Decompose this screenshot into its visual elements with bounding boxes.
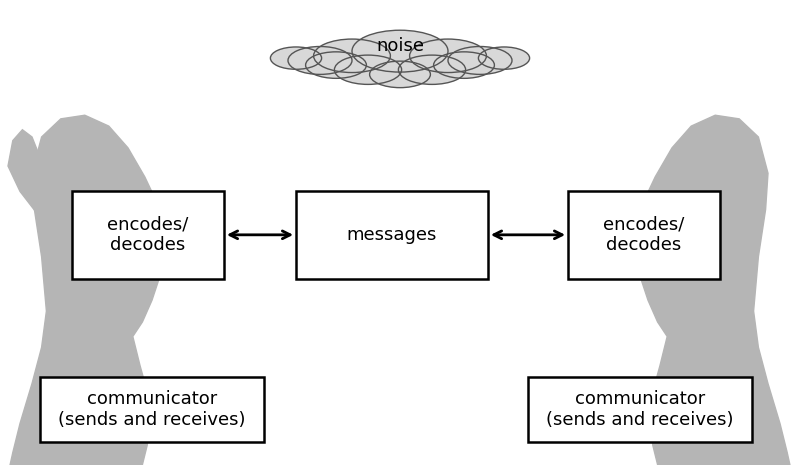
- FancyBboxPatch shape: [568, 191, 720, 279]
- Ellipse shape: [478, 47, 530, 69]
- Polygon shape: [629, 115, 792, 465]
- Text: messages: messages: [347, 226, 437, 244]
- Ellipse shape: [448, 46, 512, 74]
- Ellipse shape: [334, 55, 402, 85]
- Text: noise: noise: [376, 37, 424, 54]
- Text: encodes/
decodes: encodes/ decodes: [603, 215, 685, 254]
- FancyBboxPatch shape: [528, 377, 752, 442]
- Text: communicator
(sends and receives): communicator (sends and receives): [546, 390, 734, 429]
- Ellipse shape: [410, 39, 486, 73]
- Ellipse shape: [398, 55, 466, 85]
- FancyBboxPatch shape: [296, 191, 488, 279]
- Ellipse shape: [270, 47, 322, 69]
- Polygon shape: [8, 130, 44, 213]
- FancyBboxPatch shape: [40, 377, 264, 442]
- Ellipse shape: [306, 52, 366, 79]
- Ellipse shape: [370, 61, 430, 88]
- Ellipse shape: [434, 52, 494, 79]
- FancyBboxPatch shape: [72, 191, 224, 279]
- Polygon shape: [8, 115, 171, 465]
- Ellipse shape: [352, 30, 448, 72]
- Text: encodes/
decodes: encodes/ decodes: [107, 215, 189, 254]
- Ellipse shape: [314, 39, 390, 73]
- Text: communicator
(sends and receives): communicator (sends and receives): [58, 390, 246, 429]
- Ellipse shape: [288, 46, 352, 74]
